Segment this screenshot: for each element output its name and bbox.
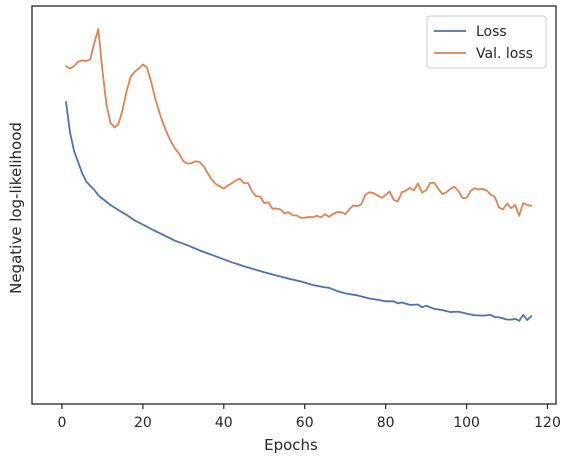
x-tick-label-60: 60	[296, 415, 314, 431]
y-axis-label: Negative log-likelihood	[7, 122, 25, 294]
series-layer	[65, 28, 533, 322]
x-tick-label-0: 0	[57, 415, 66, 431]
plot-frame	[31, 5, 557, 405]
series-line-val-loss	[65, 28, 533, 219]
legend-label-val-loss: Val. loss	[476, 46, 533, 62]
x-tick-label-20: 20	[134, 415, 152, 431]
legend-label-loss: Loss	[476, 24, 507, 40]
legend: Loss Val. loss	[426, 15, 547, 69]
legend-box	[426, 15, 547, 69]
x-tick-label-80: 80	[377, 415, 395, 431]
x-tick-label-120: 120	[534, 415, 561, 431]
series-line-loss	[65, 101, 533, 322]
x-axis-label: Epochs	[264, 436, 318, 454]
x-tick-label-40: 40	[215, 415, 233, 431]
x-tick-label-100: 100	[453, 415, 480, 431]
x-axis: 0 20 40 60 80 100 120	[57, 404, 561, 431]
